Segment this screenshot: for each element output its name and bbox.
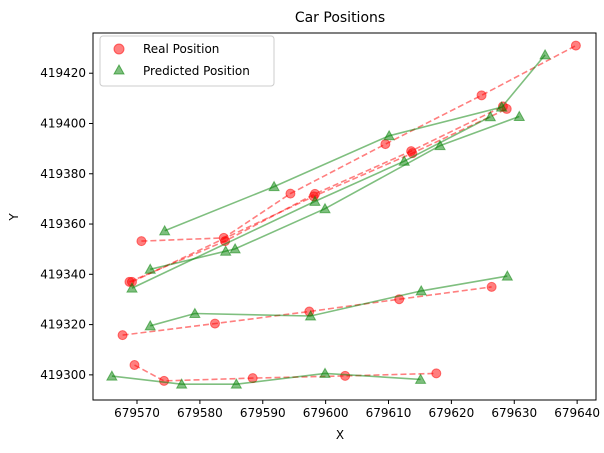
series-line xyxy=(131,115,491,289)
y-tick-label: 419400 xyxy=(40,116,86,130)
data-point-predicted xyxy=(501,270,514,281)
data-point-predicted xyxy=(175,378,188,389)
data-point-predicted xyxy=(144,263,157,274)
data-point-predicted xyxy=(219,245,232,256)
legend-box xyxy=(99,35,275,87)
data-point-predicted xyxy=(106,370,118,381)
data-point-real xyxy=(431,368,442,379)
legend-label-real: Real Position xyxy=(143,42,219,56)
y-tick-label: 419360 xyxy=(40,217,86,231)
data-point-predicted xyxy=(144,319,157,331)
data-point-predicted xyxy=(414,373,427,384)
x-tick-label: 679610 xyxy=(366,406,412,420)
x-tick-label: 679630 xyxy=(491,406,537,420)
legend-marker-predicted xyxy=(113,63,125,75)
legend-label-predicted: Predicted Position xyxy=(143,64,250,78)
x-axis-title: X xyxy=(336,428,344,442)
data-point-real xyxy=(209,318,220,329)
data-point-real xyxy=(380,139,391,150)
data-point-predicted xyxy=(434,139,446,151)
chart-title: Car Positions xyxy=(295,10,385,26)
y-axis-title: Y xyxy=(7,213,21,222)
series-line xyxy=(150,115,520,271)
x-tick-label: 679580 xyxy=(177,406,223,420)
data-point-real xyxy=(570,40,581,51)
data-point-predicted xyxy=(319,367,331,378)
data-point-predicted xyxy=(268,180,280,192)
x-tick-label: 679570 xyxy=(114,406,160,420)
data-point-predicted xyxy=(158,224,171,236)
data-point-real xyxy=(476,90,487,101)
y-tick-label: 419300 xyxy=(40,368,86,382)
y-tick-label: 419320 xyxy=(40,318,86,332)
y-tick-label: 419340 xyxy=(40,267,86,281)
x-tick-label: 679600 xyxy=(303,406,349,420)
data-point-real xyxy=(136,236,147,247)
data-point-predicted xyxy=(398,155,411,166)
series-line xyxy=(122,286,492,336)
data-point-predicted xyxy=(319,202,331,214)
y-axis: 419300 419320 419340 419360 419380 419400 4194… xyxy=(40,66,93,382)
series-line xyxy=(141,44,577,242)
series-line xyxy=(129,105,504,283)
data-point-predicted xyxy=(309,195,321,206)
x-axis: 679570 679580 679590 679600 679610 679620 6796… xyxy=(114,400,600,420)
data-point-predicted xyxy=(513,110,526,121)
series-predicted-position xyxy=(106,48,551,389)
data-point-predicted xyxy=(484,110,497,122)
y-tick-label: 419380 xyxy=(40,167,86,181)
data-point-real xyxy=(159,375,170,386)
y-tick-label: 419420 xyxy=(40,66,86,80)
x-tick-label: 679620 xyxy=(428,406,474,420)
data-point-predicted xyxy=(229,242,241,254)
data-point-real xyxy=(486,281,497,292)
data-point-predicted xyxy=(383,129,395,141)
legend-marker-real xyxy=(113,43,125,55)
data-point-predicted xyxy=(304,310,317,321)
legend: Real Position Predicted Position xyxy=(99,35,275,87)
data-point-real xyxy=(117,330,128,341)
x-tick-label: 679590 xyxy=(240,406,286,420)
data-point-predicted xyxy=(230,378,243,389)
data-point-real xyxy=(129,360,140,371)
plot-background xyxy=(93,33,596,400)
data-point-predicted xyxy=(495,101,508,112)
data-point-predicted xyxy=(415,284,428,296)
x-tick-label: 679640 xyxy=(554,406,600,420)
data-point-real xyxy=(285,188,296,199)
data-point-predicted xyxy=(539,48,551,60)
data-layer xyxy=(106,40,581,389)
data-point-predicted xyxy=(126,282,138,293)
data-point-predicted xyxy=(189,307,201,319)
data-point-real xyxy=(340,370,351,381)
plot-frame xyxy=(92,32,597,401)
